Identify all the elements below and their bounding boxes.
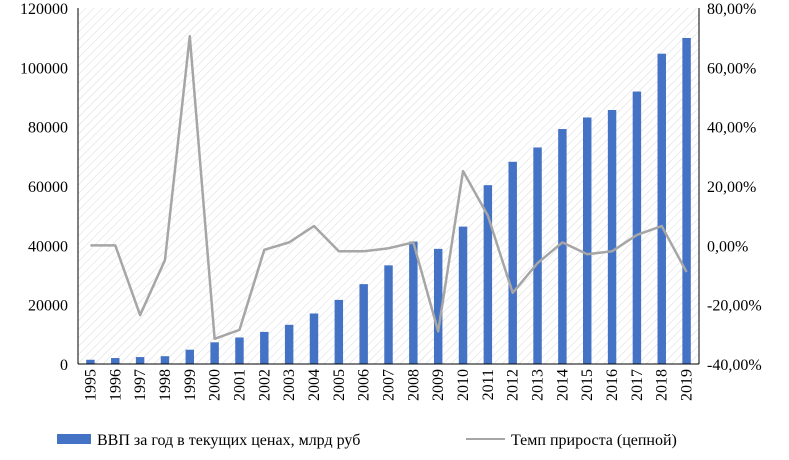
bar-series: [86, 37, 691, 365]
bar-1998: [160, 356, 170, 364]
x-tick-label: 2003: [281, 369, 298, 401]
right-tick-label: 60,00%: [707, 60, 756, 77]
bar-1996: [111, 358, 120, 364]
legend: ВВП за год в текущих ценах, млрд руб Тем…: [57, 432, 677, 449]
right-tick-label: -40,00%: [707, 357, 762, 374]
x-tick-label: 2016: [604, 369, 621, 401]
x-tick-label: 2013: [530, 369, 547, 401]
x-tick-label: 2002: [256, 369, 273, 401]
x-tick-label: 1999: [182, 369, 199, 401]
legend-bar-label: ВВП за год в текущих ценах, млрд руб: [97, 432, 360, 449]
bar-2012: [508, 161, 517, 364]
x-tick-label: 2001: [231, 369, 248, 401]
right-axis-ticks: -40,00% -20,00% 0,00% 20,00% 40,00% 60,00% 80,…: [707, 1, 762, 374]
left-tick-label: 60000: [28, 179, 68, 196]
axes: [77, 8, 700, 365]
right-tick-label: 20,00%: [707, 179, 756, 196]
bar-1999: [185, 349, 195, 364]
x-tick-label: 1998: [157, 369, 174, 401]
x-tick-label: 2010: [455, 369, 472, 401]
x-tick-label: 2012: [505, 369, 522, 401]
bar-2005: [334, 299, 344, 364]
bar-2003: [284, 324, 294, 364]
x-tick-label: 2005: [331, 369, 348, 401]
left-tick-label: 100000: [20, 60, 68, 77]
right-tick-label: 80,00%: [707, 1, 756, 18]
x-tick-label: 2009: [430, 369, 447, 401]
x-tick-label: 1995: [82, 369, 99, 401]
bar-2009: [433, 248, 443, 364]
bar-2006: [359, 284, 368, 364]
x-tick-label: 2000: [207, 369, 224, 401]
bar-2008: [409, 241, 418, 364]
x-tick-label: 2018: [654, 369, 671, 401]
bar-2015: [583, 117, 592, 364]
left-tick-label: 80000: [28, 120, 68, 137]
bar-2000: [210, 342, 219, 364]
right-tick-label: 40,00%: [707, 120, 756, 137]
legend-bar-swatch: [57, 434, 91, 444]
bar-1995: [86, 359, 95, 364]
bar-2002: [260, 331, 269, 364]
x-tick-label: 2007: [381, 369, 398, 401]
x-tick-label: 2017: [629, 369, 646, 401]
bar-2016: [607, 109, 617, 365]
x-tick-label: 2011: [480, 369, 497, 400]
bar-2010: [458, 226, 468, 364]
bar-2007: [384, 265, 393, 364]
left-tick-label: 20000: [28, 298, 68, 315]
bar-1997: [135, 357, 145, 364]
left-tick-label: 0: [60, 357, 68, 374]
right-tick-label: -20,00%: [707, 298, 762, 315]
legend-line-label: Темп прироста (цепной): [511, 432, 677, 449]
left-tick-label: 40000: [28, 238, 68, 255]
line-series: [90, 34, 688, 341]
x-tick-label: 2004: [306, 369, 323, 401]
bar-2019: [682, 37, 691, 365]
left-tick-label: 120000: [20, 1, 68, 18]
x-tick-label: 2014: [554, 369, 571, 401]
bar-2017: [632, 91, 642, 364]
left-axis-ticks: 0 20000 40000 60000 80000 100000 120000: [20, 1, 68, 374]
x-tick-label: 2008: [405, 369, 422, 401]
bar-2013: [533, 147, 542, 364]
x-tick-label: 2015: [579, 369, 596, 401]
bar-2014: [558, 129, 567, 364]
bar-2001: [235, 337, 244, 364]
right-tick-label: 0,00%: [707, 238, 748, 255]
bar-2018: [657, 53, 666, 364]
bar-2011: [483, 185, 493, 364]
x-tick-label: 1997: [132, 369, 149, 401]
growth-rate-line: [90, 34, 688, 341]
x-tick-label: 2019: [679, 369, 696, 401]
x-axis-ticks: 1995 1996 1997 1998 1999 2000 2001 2002 2003 2004…: [82, 369, 695, 401]
bar-2004: [309, 313, 319, 364]
x-tick-label: 1996: [107, 369, 124, 401]
x-tick-label: 2006: [356, 369, 373, 401]
